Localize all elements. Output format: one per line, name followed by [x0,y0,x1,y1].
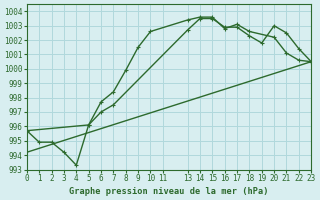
X-axis label: Graphe pression niveau de la mer (hPa): Graphe pression niveau de la mer (hPa) [69,187,269,196]
